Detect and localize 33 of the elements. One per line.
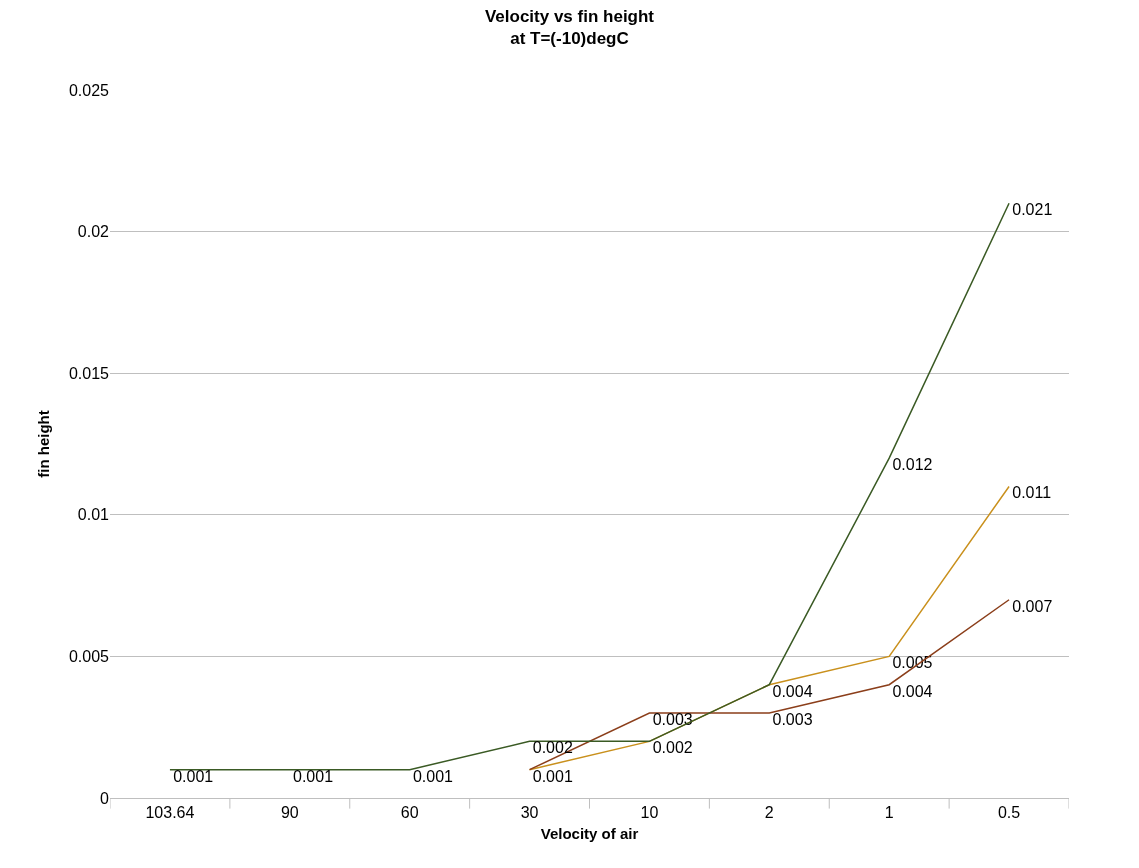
data-label: 0.001 <box>169 767 214 785</box>
data-label: 0.004 <box>769 682 813 700</box>
x-tick-label: 30 <box>520 804 539 822</box>
line-series <box>528 599 1010 771</box>
y-tick-label: 0.025 <box>68 81 110 99</box>
x-tick-label: 10 <box>640 804 659 822</box>
line-series <box>169 202 1010 771</box>
data-label: 0.002 <box>529 739 573 757</box>
data-label: 0.004 <box>889 682 933 700</box>
x-tick-label: 0.5 <box>997 804 1021 822</box>
y-axis-title: fin height <box>35 410 53 478</box>
data-label: 0.003 <box>649 711 693 729</box>
data-label: 0.001 <box>289 767 334 785</box>
data-label: 0.012 <box>889 456 933 474</box>
y-tick-label: 0.02 <box>77 223 110 241</box>
x-axis-title: Velocity of air <box>540 825 639 843</box>
data-label: 0.007 <box>1009 597 1053 615</box>
y-tick-label: 0.005 <box>68 648 110 665</box>
data-label: 0.002 <box>649 739 693 757</box>
x-tick-label: 60 <box>400 804 419 822</box>
data-label: 0.003 <box>769 711 813 729</box>
x-tick-label: 1 <box>884 804 894 822</box>
data-label: 0.021 <box>1009 201 1053 219</box>
y-tick-label: 0.015 <box>68 364 110 382</box>
y-tick-label: 0.01 <box>77 506 110 524</box>
y-tick-label: 0 <box>100 789 110 807</box>
data-label: 0.001 <box>529 767 573 785</box>
x-tick-label: 90 <box>280 804 299 822</box>
data-label: 0.011 <box>1009 484 1052 502</box>
chart-title: Velocity vs fin height at T=(-10)degC <box>484 6 655 48</box>
x-tick-label: 2 <box>764 804 774 822</box>
x-tick-label: 103.64 <box>145 804 195 822</box>
data-label: 0.001 <box>409 767 454 785</box>
